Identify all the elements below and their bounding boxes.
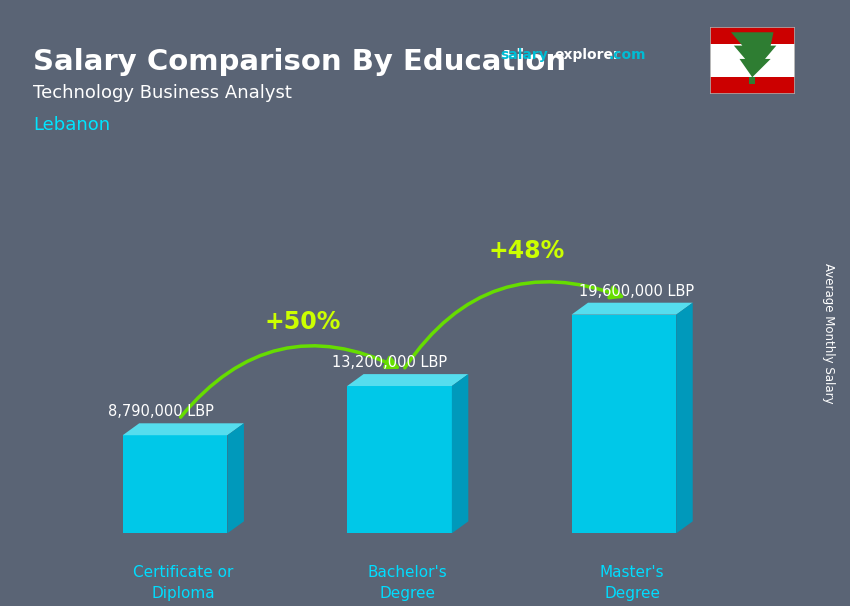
Text: 19,600,000 LBP: 19,600,000 LBP [579, 284, 694, 299]
Text: 13,200,000 LBP: 13,200,000 LBP [332, 355, 447, 370]
Text: salary: salary [501, 48, 548, 62]
Polygon shape [710, 78, 795, 94]
Text: +50%: +50% [264, 310, 341, 335]
Polygon shape [710, 27, 795, 44]
Polygon shape [710, 27, 795, 94]
Text: explorer: explorer [554, 48, 620, 62]
Text: Average Monthly Salary: Average Monthly Salary [822, 263, 836, 404]
Polygon shape [347, 374, 468, 386]
Polygon shape [347, 386, 452, 533]
Polygon shape [731, 32, 776, 78]
Polygon shape [750, 78, 755, 84]
Text: Salary Comparison By Education: Salary Comparison By Education [33, 48, 566, 76]
Text: Certificate or
Diploma: Certificate or Diploma [133, 565, 234, 601]
Text: +48%: +48% [489, 239, 564, 263]
Polygon shape [122, 424, 244, 435]
Polygon shape [571, 315, 677, 533]
Text: .com: .com [609, 48, 646, 62]
Polygon shape [452, 374, 468, 533]
Polygon shape [122, 435, 228, 533]
Text: Master's
Degree: Master's Degree [600, 565, 665, 601]
Polygon shape [571, 303, 693, 315]
Text: Lebanon: Lebanon [33, 116, 110, 134]
Text: 8,790,000 LBP: 8,790,000 LBP [108, 404, 213, 419]
Polygon shape [228, 424, 244, 533]
Text: Bachelor's
Degree: Bachelor's Degree [368, 565, 448, 601]
Polygon shape [677, 303, 693, 533]
Text: Technology Business Analyst: Technology Business Analyst [33, 84, 292, 102]
